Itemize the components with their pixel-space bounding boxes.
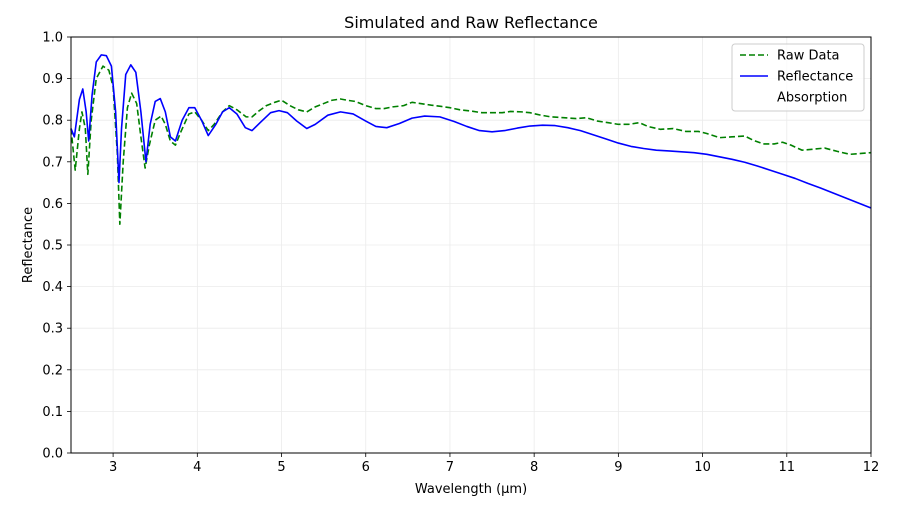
legend-box <box>731 43 865 112</box>
y-tick-label: 0.8 <box>42 114 63 129</box>
y-tick-label: 0.1 <box>42 405 63 420</box>
x-tick-label: 10 <box>694 460 711 475</box>
x-tick-label: 7 <box>446 460 454 475</box>
x-tick-label: 11 <box>779 460 796 475</box>
series-group <box>70 54 872 225</box>
x-tick-label: 9 <box>614 460 622 475</box>
series-line-reflectance <box>70 54 872 209</box>
x-axis-ticks: 3 4 5 6 7 8 9 10 11 12 <box>109 453 879 475</box>
y-tick-label: 0.0 <box>42 447 63 462</box>
series-line-raw-data <box>70 65 872 225</box>
y-tick-label: 0.3 <box>42 322 63 337</box>
chart-title: Simulated and Raw Reflectance <box>344 13 598 32</box>
x-axis-label: Wavelength (μm) <box>415 482 527 497</box>
legend-entry: Reflectance <box>777 70 853 85</box>
y-tick-label: 0.6 <box>42 197 63 212</box>
x-tick-label: 12 <box>863 460 880 475</box>
legend-entry: Absorption <box>777 91 847 106</box>
y-tick-label: 0.5 <box>42 239 63 254</box>
x-tick-label: 3 <box>109 460 117 475</box>
y-axis-ticks: 0.0 0.1 0.2 0.3 0.4 0.5 0.6 0.7 0.8 0.9 1.0 <box>42 31 71 462</box>
legend-entry: Raw Data <box>777 49 840 64</box>
y-tick-label: 1.0 <box>42 31 63 46</box>
x-tick-label: 8 <box>530 460 538 475</box>
y-tick-label: 0.7 <box>42 155 63 170</box>
legend: Raw Data Reflectance Absorption <box>731 43 865 112</box>
y-tick-label: 0.2 <box>42 363 63 378</box>
x-tick-label: 5 <box>277 460 285 475</box>
y-tick-label: 0.9 <box>42 72 63 87</box>
y-axis-label: Reflectance <box>21 207 36 283</box>
y-tick-label: 0.4 <box>42 280 63 295</box>
x-tick-label: 6 <box>362 460 370 475</box>
x-tick-label: 4 <box>193 460 201 475</box>
